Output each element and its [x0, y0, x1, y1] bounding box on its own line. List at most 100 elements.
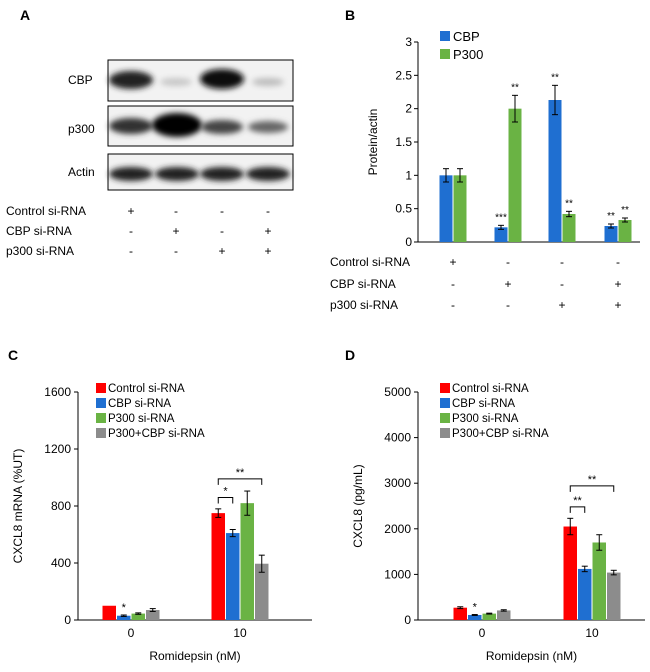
bar: [131, 613, 145, 620]
legend-swatch: [96, 428, 106, 438]
treatment-sign: -: [174, 204, 178, 218]
treatment-sign: +: [264, 244, 271, 258]
treatment-sign: -: [451, 277, 455, 291]
blot-label-actin: Actin: [68, 165, 95, 179]
y-tick-label: 3000: [384, 476, 411, 490]
legend-label: P300 si-RNA: [108, 413, 175, 425]
treatment-sign: -: [506, 298, 510, 312]
y-tick-label: 3: [405, 35, 412, 49]
blot-band: [109, 71, 153, 89]
bar: [102, 605, 116, 620]
y-tick-label: 0.5: [395, 202, 412, 216]
y-tick-label: 4000: [384, 431, 411, 445]
treatment-label: CBP si-RNA: [330, 277, 396, 291]
treatment-label: p300 si-RNA: [6, 244, 74, 258]
treatment-label: Control si-RNA: [6, 204, 86, 218]
bar: [497, 610, 511, 620]
y-tick-label: 1000: [384, 567, 411, 581]
bar: [255, 563, 269, 620]
treatment-sign: +: [264, 224, 271, 238]
x-axis-label: Romidepsin (nM): [149, 649, 240, 663]
panel-letter-d: D: [345, 347, 355, 363]
bar: [548, 100, 562, 242]
treatment-sign: -: [560, 277, 564, 291]
legend-label: Control si-RNA: [108, 383, 185, 395]
treatment-sign: +: [504, 277, 511, 291]
y-tick-label: 2.5: [395, 68, 412, 82]
legend-label: Control si-RNA: [452, 383, 529, 395]
bar: [226, 533, 240, 620]
legend-label: P300: [453, 47, 483, 62]
bar: [508, 108, 522, 243]
legend-label: CBP si-RNA: [108, 398, 171, 410]
legend-label: P300 si-RNA: [452, 413, 519, 425]
treatment-sign: +: [558, 298, 565, 312]
bar: [563, 526, 577, 620]
y-tick-label: 400: [51, 556, 71, 570]
y-tick-label: 2000: [384, 522, 411, 536]
y-tick-label: 0: [405, 235, 412, 249]
bar: [211, 513, 225, 620]
blot-band: [252, 78, 284, 86]
treatment-sign: -: [129, 224, 133, 238]
bar: [439, 175, 453, 242]
treatment-sign: -: [174, 244, 178, 258]
x-tick-label: 10: [585, 626, 599, 640]
blot-band: [201, 120, 243, 134]
blot-band: [200, 167, 244, 181]
treatment-label: p300 si-RNA: [330, 298, 398, 312]
bracket-label: *: [223, 485, 228, 497]
significance-label: **: [621, 205, 629, 216]
treatment-sign: -: [451, 298, 455, 312]
y-tick-label: 1600: [44, 385, 71, 399]
bar: [482, 613, 496, 620]
treatment-sign: +: [218, 244, 225, 258]
significance-label: **: [551, 72, 559, 83]
significance-label: **: [565, 198, 573, 209]
treatment-sign: +: [127, 204, 134, 218]
bar: [607, 572, 621, 620]
significance-bracket: [217, 496, 234, 504]
y-tick-label: 1: [405, 168, 412, 182]
bar: [592, 542, 606, 620]
bracket-label: **: [236, 467, 245, 479]
y-tick-label: 0: [64, 613, 71, 627]
bar: [453, 607, 467, 620]
bracket-label: **: [588, 474, 597, 486]
blot-band: [160, 78, 192, 86]
significance-label: *: [122, 602, 127, 614]
treatment-label: Control si-RNA: [330, 255, 410, 269]
y-axis-label: CXCL8 (pg/mL): [351, 464, 365, 547]
y-axis-label: CXCL8 mRNA (%UT): [11, 449, 25, 564]
treatment-sign: -: [616, 255, 620, 269]
x-tick-label: 0: [128, 626, 135, 640]
bar: [146, 610, 160, 620]
significance-bracket: [569, 506, 586, 513]
treatment-sign: +: [172, 224, 179, 238]
legend-swatch: [440, 398, 450, 408]
bar: [618, 220, 632, 242]
treatment-sign: +: [614, 277, 621, 291]
significance-label: **: [607, 211, 615, 222]
legend-swatch: [440, 428, 450, 438]
bar: [240, 503, 254, 620]
blot-band: [109, 118, 153, 134]
legend-swatch: [96, 398, 106, 408]
blot-label-p300: p300: [68, 122, 95, 136]
blot-treatment-table: Control si-RNA + - - - CBP si-RNA - + - + p300 si-…: [6, 204, 272, 258]
significance-bracket: [217, 478, 263, 485]
x-axis-label: Romidepsin (nM): [486, 649, 577, 663]
treatment-sign: +: [449, 255, 456, 269]
blot-band: [152, 113, 202, 137]
blot-band: [246, 167, 290, 181]
panel-letter-a: A: [20, 7, 30, 23]
treatment-sign: -: [129, 244, 133, 258]
blot-band: [155, 167, 199, 181]
y-tick-label: 5000: [384, 385, 411, 399]
treatment-sign: -: [220, 224, 224, 238]
y-tick-label: 1.5: [395, 135, 412, 149]
panel-letter-b: B: [345, 7, 355, 23]
legend-swatch: [440, 31, 450, 41]
